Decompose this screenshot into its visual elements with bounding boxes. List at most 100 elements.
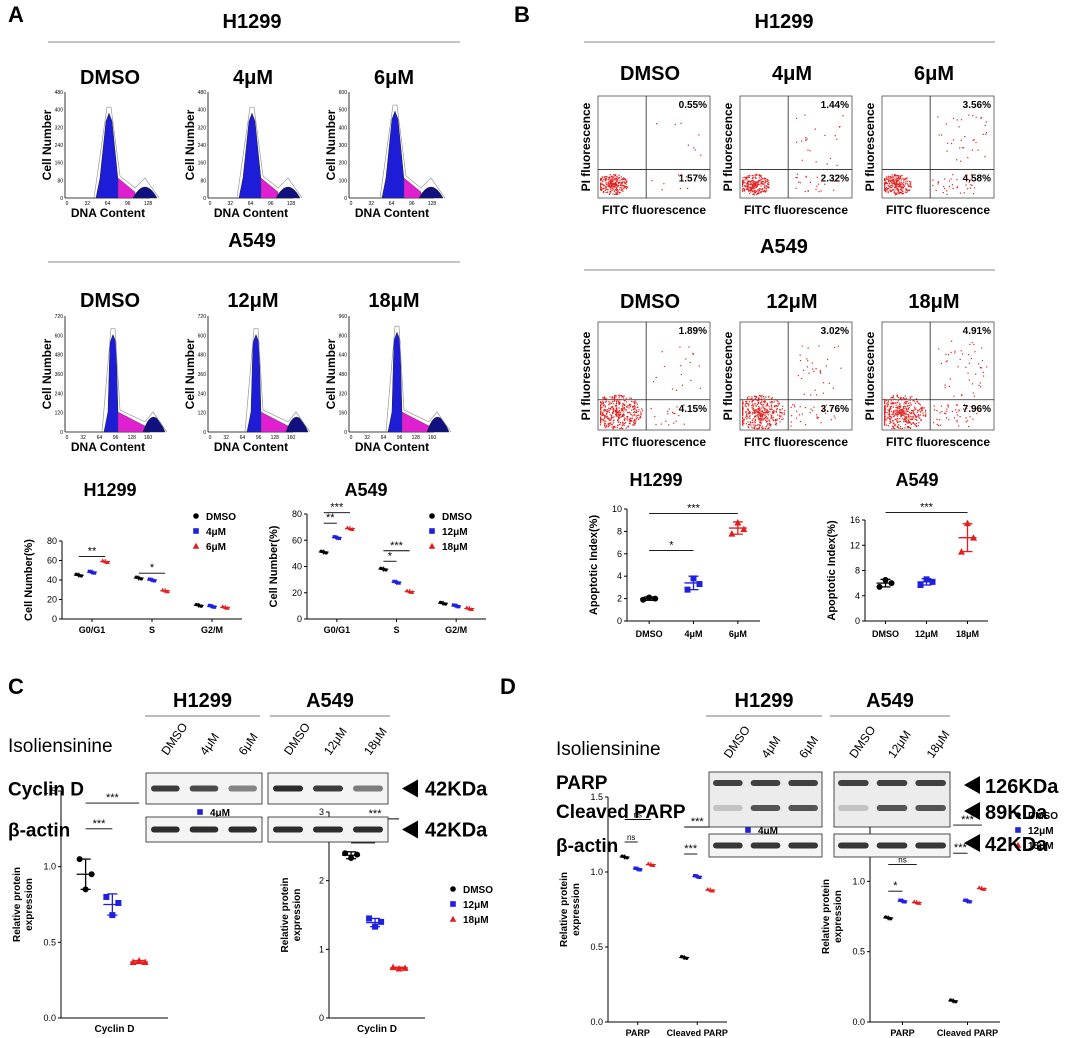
flow-dot	[899, 183, 900, 184]
flow-dot	[638, 415, 639, 416]
flow-dot	[769, 421, 770, 422]
flow-dot	[624, 395, 625, 396]
histogram-y-tick: 120	[198, 411, 207, 417]
flow-x-label: FITC fluorescence	[886, 435, 990, 449]
flow-dot	[611, 398, 612, 399]
flow-dot	[601, 190, 602, 191]
flow-dot	[762, 188, 763, 189]
flow-dot	[618, 413, 619, 414]
flow-dot-lower	[957, 187, 958, 188]
flow-dot-upper	[953, 139, 954, 140]
flow-dot	[901, 409, 902, 410]
flow-dot	[600, 186, 601, 187]
flow-dot	[606, 409, 607, 410]
flow-dot	[619, 399, 620, 400]
flow-dot-upper	[813, 371, 814, 372]
flow-dot	[748, 417, 749, 418]
western-cell-line-label: H1299	[173, 690, 232, 712]
flow-dot	[749, 187, 750, 188]
flow-dot-lower	[971, 406, 972, 407]
flow-dot-upper	[980, 367, 981, 368]
flow-dot-upper	[802, 160, 803, 161]
flow-dot	[602, 413, 603, 414]
chart-y-tick-label: 40	[292, 562, 302, 572]
flow-dot	[618, 182, 619, 183]
flow-dot-upper	[964, 136, 965, 137]
flow-dot	[901, 188, 902, 189]
flow-dot	[754, 412, 755, 413]
flow-dot-upper	[973, 392, 974, 393]
flow-dot	[600, 420, 601, 421]
flow-dot	[765, 411, 766, 412]
chart-y-tick-label: 1.0	[43, 862, 56, 872]
flow-dot-upper	[685, 358, 686, 359]
flow-dot	[886, 425, 887, 426]
flow-dot-lower	[939, 419, 940, 420]
flow-dot-upper	[945, 387, 946, 388]
flow-dot	[618, 185, 619, 186]
flow-dot	[603, 192, 604, 193]
flow-dot	[742, 189, 743, 190]
chart-x-tick-label: S	[393, 625, 399, 635]
flow-dot	[908, 420, 909, 421]
flow-dot	[602, 181, 603, 182]
flow-dot	[611, 179, 612, 180]
flow-dot	[615, 411, 616, 412]
flow-dot	[755, 419, 756, 420]
flow-dot	[773, 420, 774, 421]
flow-dot	[778, 403, 779, 404]
flow-dot	[623, 188, 624, 189]
flow-dot	[888, 400, 889, 401]
flow-dot	[631, 401, 632, 402]
flow-dot	[772, 409, 773, 410]
flow-dot-lower	[661, 423, 662, 424]
flow-dot-upper	[676, 390, 677, 391]
flow-dot	[755, 177, 756, 178]
flow-upper-right-percent: 4.91%	[963, 326, 991, 337]
flow-dot	[612, 178, 613, 179]
western-band	[751, 843, 781, 849]
legend-label: 4μM	[206, 527, 226, 538]
histogram-y-tick: 400	[339, 125, 348, 131]
flow-dot-lower	[971, 174, 972, 175]
flow-dot-lower	[834, 181, 835, 182]
flow-dot-upper	[960, 359, 961, 360]
histogram-x-tick: 160	[287, 435, 296, 441]
flow-dot	[619, 180, 620, 181]
flow-dot	[613, 420, 614, 421]
flow-dot	[900, 407, 901, 408]
flow-dot	[630, 406, 631, 407]
flow-dot	[605, 420, 606, 421]
flow-dot-lower	[951, 179, 952, 180]
flow-dot	[611, 190, 612, 191]
flow-dot	[906, 416, 907, 417]
flow-dot-lower	[952, 184, 953, 185]
western-band	[877, 780, 908, 786]
flow-dot	[612, 396, 613, 397]
histogram-y-tick: 0	[203, 430, 206, 436]
flow-dot	[911, 424, 912, 425]
western-lane-label: 18μM	[361, 725, 390, 758]
flow-dot-upper	[967, 372, 968, 373]
flow-dot-upper	[969, 363, 970, 364]
flow-dot	[747, 421, 748, 422]
flow-dot	[606, 413, 607, 414]
flow-dot	[912, 400, 913, 401]
histogram-x-label: DNA Content	[355, 206, 429, 220]
flow-dot	[626, 181, 627, 182]
flow-dot	[617, 399, 618, 400]
significance-label: ***	[954, 842, 968, 854]
panel-letter-b: B	[514, 2, 530, 27]
flow-dot	[607, 189, 608, 190]
flow-dot	[893, 410, 894, 411]
flow-dot	[768, 396, 769, 397]
flow-dot	[893, 189, 894, 190]
flow-dot	[622, 405, 623, 406]
flow-dot-upper	[981, 117, 982, 118]
flow-dot	[884, 399, 885, 400]
flow-dot	[909, 418, 910, 419]
histogram-y-tick: 0	[344, 196, 347, 202]
flow-dot-lower	[956, 412, 957, 413]
data-point	[153, 579, 156, 582]
flow-dot	[908, 411, 909, 412]
